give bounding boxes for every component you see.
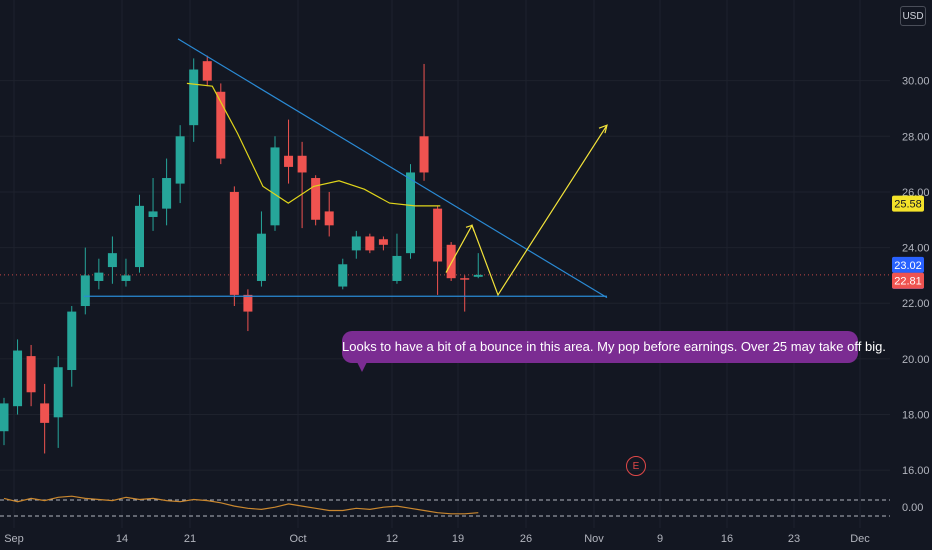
time-tick-label: 23 bbox=[788, 533, 800, 545]
price-badge-bg bbox=[892, 195, 924, 212]
price-tick-label: 28.00 bbox=[902, 131, 930, 143]
oscillator-pane: 0.00 bbox=[0, 495, 923, 517]
candle-body bbox=[135, 205, 144, 268]
candle-body bbox=[80, 275, 90, 307]
candle-body bbox=[338, 264, 348, 287]
candle-body bbox=[243, 294, 253, 312]
candle-body bbox=[67, 311, 77, 371]
price-badge-3: 22.81 bbox=[892, 272, 924, 289]
note-callout[interactable]: Looks to have a bit of a bounce in this … bbox=[342, 331, 886, 363]
price-tick-label: 18.00 bbox=[902, 410, 930, 422]
price-tick-label: 24.00 bbox=[902, 243, 930, 255]
price-badge-bg bbox=[892, 256, 924, 273]
candle-body bbox=[419, 136, 429, 173]
candle-body bbox=[284, 155, 294, 167]
candle-body bbox=[433, 208, 443, 262]
price-badge-bg bbox=[892, 272, 924, 289]
candles-group bbox=[0, 55, 483, 454]
price-tick-label: 16.00 bbox=[902, 465, 930, 477]
time-tick-label: 19 bbox=[452, 533, 464, 545]
candle-body bbox=[229, 191, 239, 295]
candle-body bbox=[162, 178, 172, 209]
candle-body bbox=[473, 274, 483, 277]
time-tick-label: 21 bbox=[184, 533, 196, 545]
time-tick-label: Dec bbox=[850, 533, 870, 545]
price-tick-label: 22.00 bbox=[902, 298, 930, 310]
price-badge-0: 25.58 bbox=[892, 195, 924, 212]
candle-body bbox=[94, 272, 104, 281]
candle-body bbox=[189, 69, 199, 126]
moving-average-line bbox=[186, 82, 441, 207]
time-tick-label: 26 bbox=[520, 533, 532, 545]
candle-body bbox=[378, 239, 388, 245]
price-badge-label: 23.02 bbox=[894, 260, 922, 272]
price-badge-label: 25.58 bbox=[894, 199, 922, 211]
time-tick-label: 12 bbox=[386, 533, 398, 545]
note-callout-tail bbox=[356, 360, 368, 372]
candle-body bbox=[256, 233, 266, 281]
upper-trendline bbox=[177, 38, 608, 299]
candle-body bbox=[26, 356, 36, 393]
candle-body bbox=[216, 91, 226, 159]
time-tick-label: 16 bbox=[721, 533, 733, 545]
time-axis: Sep 14 21 Oct 12 19 26 Nov 9 16 23 Dec bbox=[4, 533, 870, 545]
candle-body bbox=[148, 211, 158, 217]
price-badge-1: 23.02 bbox=[892, 256, 924, 273]
candle-body bbox=[297, 155, 307, 173]
currency-button[interactable]: USD bbox=[900, 6, 926, 26]
candle-body bbox=[392, 255, 402, 281]
candle-body bbox=[53, 367, 63, 418]
drawing-overlays bbox=[84, 38, 608, 299]
candle-body bbox=[324, 211, 334, 226]
oscillator-line bbox=[3, 495, 479, 515]
time-tick-label: 14 bbox=[116, 533, 128, 545]
projection-path bbox=[445, 124, 608, 297]
candle-body bbox=[351, 236, 361, 251]
time-tick-label: Nov bbox=[584, 533, 604, 545]
candle-body bbox=[13, 350, 23, 407]
earnings-marker-icon[interactable]: E bbox=[626, 456, 646, 476]
price-badge-label: 22.81 bbox=[894, 276, 922, 288]
time-tick-label: Sep bbox=[4, 533, 24, 545]
candle-body bbox=[460, 278, 470, 280]
candle-body bbox=[40, 403, 50, 423]
candle-body bbox=[107, 253, 117, 268]
projection-arrowhead bbox=[598, 124, 608, 134]
candle-body bbox=[270, 147, 280, 226]
oscillator-tick-label: 0.00 bbox=[902, 502, 923, 514]
price-tick-label: 20.00 bbox=[902, 354, 930, 366]
price-tick-label: 30.00 bbox=[902, 76, 930, 88]
candle-body bbox=[121, 275, 131, 281]
candle-body bbox=[406, 172, 415, 254]
candle-body bbox=[311, 178, 321, 220]
candle-body bbox=[175, 136, 185, 184]
projection-arrowhead-small bbox=[465, 224, 475, 232]
time-tick-label: Oct bbox=[289, 533, 306, 545]
candle-body bbox=[202, 61, 212, 81]
candle-body bbox=[446, 244, 456, 279]
time-tick-label: 9 bbox=[657, 533, 663, 545]
candle-body bbox=[365, 236, 375, 251]
candle-body bbox=[0, 403, 9, 432]
grid-lines bbox=[0, 0, 890, 528]
